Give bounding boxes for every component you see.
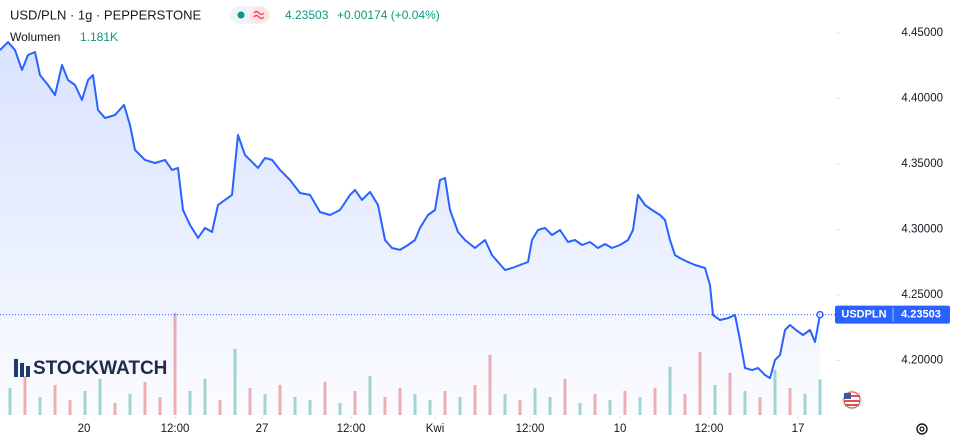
volume-legend: Wolumen (10, 30, 60, 44)
x-tick-label: 12:00 (161, 423, 190, 435)
price-tag-symbol: USDPLN (841, 309, 886, 321)
watermark: STOCKWATCH (14, 358, 167, 379)
header-price: 4.23503 (285, 8, 329, 22)
price-tag-value: 4.23503 (901, 309, 941, 321)
price-line (0, 41, 821, 380)
x-tick-label: 10 (614, 423, 627, 435)
chart-title: USD/PLN · 1g · PEPPERSTONE (10, 7, 202, 22)
alert-icon (253, 10, 265, 20)
flag-icon (842, 390, 862, 410)
y-tick-label: 4.25000 (901, 289, 943, 301)
settings-icon[interactable] (916, 423, 928, 435)
watermark-text: STOCKWATCH (33, 358, 167, 379)
x-tick-label: Kwi (426, 423, 445, 435)
header-change: +0.00174 (+0.04%) (337, 8, 440, 22)
x-tick-label: 27 (256, 423, 269, 435)
y-tick-label: 4.20000 (901, 355, 943, 367)
x-tick-label: 20 (78, 423, 91, 435)
status-buttons[interactable] (230, 6, 270, 24)
x-tick-label: 12:00 (337, 423, 366, 435)
y-tick-label: 4.35000 (901, 158, 943, 170)
plot-area (0, 41, 822, 415)
status-dot (237, 11, 245, 19)
y-tick-label: 4.30000 (901, 224, 943, 236)
volume-legend-value: 1.181K (80, 30, 118, 44)
price-area (0, 42, 820, 415)
x-tick-label: 17 (792, 423, 805, 435)
y-tick-label: 4.45000 (901, 27, 943, 39)
x-tick-label: 12:00 (695, 423, 724, 435)
y-tick-label: 4.40000 (901, 93, 943, 105)
x-tick-label: 12:00 (516, 423, 545, 435)
alert-button[interactable] (250, 7, 269, 23)
